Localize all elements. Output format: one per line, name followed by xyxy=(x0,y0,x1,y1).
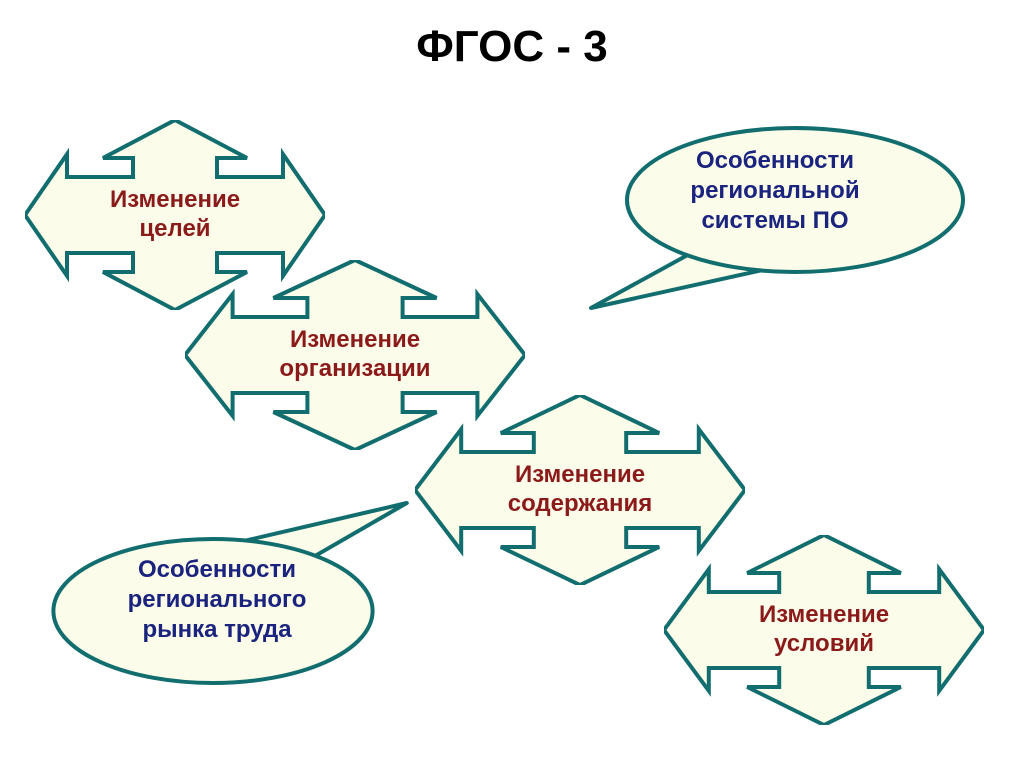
bubble-1-label: Особенности региональной системы ПО xyxy=(615,146,935,236)
page-title: ФГОС - 3 xyxy=(0,22,1024,72)
diagram-stage: ФГОС - 3 Изменение целей Изменение органи… xyxy=(0,0,1024,768)
arrow-1-label: Изменение целей xyxy=(25,186,325,244)
arrow-4: Изменение условий xyxy=(664,535,984,725)
bubble-2: Особенности регионального рынка труда xyxy=(42,495,422,695)
bubble-1: Особенности региональной системы ПО xyxy=(575,116,975,316)
bubble-2-label: Особенности регионального рынка труда xyxy=(72,555,362,645)
arrow-2-label: Изменение организации xyxy=(185,326,525,384)
arrow-4-label: Изменение условий xyxy=(664,601,984,659)
arrow-3-label: Изменение содержания xyxy=(415,461,745,519)
